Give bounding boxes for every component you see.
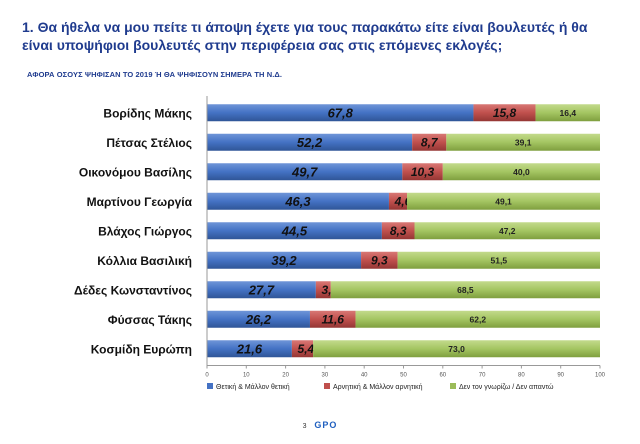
legend-swatch-unknown bbox=[450, 383, 456, 389]
legend-swatch-negative bbox=[324, 383, 330, 389]
data-label-unknown: 73,0 bbox=[448, 344, 465, 354]
bar-negative bbox=[361, 251, 398, 269]
bar-positive bbox=[207, 192, 389, 210]
data-label-unknown: 47,2 bbox=[499, 226, 516, 236]
category-label: Κοσμίδη Ευρώπη bbox=[91, 342, 192, 356]
bar-positive bbox=[207, 340, 292, 358]
data-label-positive: 52,2 bbox=[297, 135, 323, 150]
data-label-positive: 26,2 bbox=[245, 312, 272, 327]
bar-negative bbox=[315, 281, 331, 299]
category-label: Βορίδης Μάκης bbox=[103, 106, 192, 120]
stacked-bar-chart: Βορίδης Μάκης Πέτσας Στέλιος Οικονόμου Βασ… bbox=[74, 96, 606, 391]
data-label-unknown: 51,5 bbox=[491, 255, 508, 265]
bar-unknown bbox=[535, 104, 600, 122]
data-label-positive: 27,7 bbox=[248, 282, 275, 297]
data-label-unknown: 16,4 bbox=[560, 108, 577, 118]
data-label-negative: 11,6 bbox=[322, 313, 345, 327]
data-label-negative: 9,3 bbox=[371, 254, 388, 268]
data-label-negative: 8,3 bbox=[390, 224, 407, 238]
x-tick-label: 20 bbox=[282, 373, 289, 379]
category-label: Κόλλια Βασιλική bbox=[97, 254, 192, 268]
page-number: 3 bbox=[302, 423, 307, 430]
x-tick-label: 0 bbox=[205, 373, 209, 379]
bar-negative bbox=[309, 310, 356, 328]
category-label: Βλάχος Γιώργος bbox=[98, 224, 192, 238]
bar-positive bbox=[207, 251, 362, 269]
data-label-unknown: 49,1 bbox=[495, 196, 512, 206]
category-label: Οικονόμου Βασίλης bbox=[79, 165, 192, 179]
bar-positive bbox=[207, 310, 310, 328]
gpo-logo: GPO bbox=[314, 420, 338, 430]
data-label-positive: 46,3 bbox=[284, 194, 311, 209]
x-tick-label: 70 bbox=[479, 373, 486, 379]
x-tick-label: 40 bbox=[361, 373, 368, 379]
bar-unknown bbox=[442, 163, 600, 181]
legend-label-positive: Θετική & Μάλλον θετική bbox=[216, 383, 290, 391]
data-label-positive: 21,6 bbox=[236, 341, 263, 356]
bar-negative bbox=[412, 133, 447, 151]
data-label-positive: 44,5 bbox=[281, 223, 308, 238]
legend-label-unknown: Δεν τον γνωρίζω / Δεν απαντώ bbox=[459, 383, 554, 391]
data-label-negative: 15,8 bbox=[493, 106, 517, 120]
chart-subtitle: ΑΦΟΡΑ ΟΣΟΥΣ ΨΗΦΙΣΑΝ ΤΟ 2019 Ή ΘΑ ΨΗΦΙΣΟΥ… bbox=[27, 70, 283, 79]
data-label-unknown: 68,5 bbox=[457, 285, 474, 295]
bar-positive bbox=[207, 163, 403, 181]
category-label: Μαρτίνου Γεωργία bbox=[87, 195, 193, 209]
bar-negative bbox=[473, 104, 536, 122]
data-label-negative: 10,3 bbox=[411, 165, 435, 179]
category-label: Φύσσας Τάκης bbox=[108, 313, 192, 327]
x-tick-label: 30 bbox=[322, 373, 329, 379]
data-label-unknown: 40,0 bbox=[513, 167, 530, 177]
bar-unknown bbox=[407, 192, 600, 210]
bar-unknown bbox=[414, 222, 600, 240]
bar-unknown bbox=[330, 281, 600, 299]
bar-negative bbox=[388, 192, 408, 210]
x-tick-label: 100 bbox=[595, 373, 606, 379]
data-label-positive: 67,8 bbox=[328, 105, 354, 120]
data-label-unknown: 62,2 bbox=[470, 314, 487, 324]
bar-positive bbox=[207, 133, 413, 151]
data-label-negative: 5,4 bbox=[298, 342, 315, 356]
bar-negative bbox=[381, 222, 415, 240]
x-tick-label: 10 bbox=[243, 373, 250, 379]
bar-unknown bbox=[355, 310, 600, 328]
x-tick-label: 90 bbox=[557, 373, 564, 379]
bar-positive bbox=[207, 281, 316, 299]
data-label-unknown: 39,1 bbox=[515, 137, 532, 147]
bar-unknown bbox=[397, 251, 600, 269]
category-label: Πέτσας Στέλιος bbox=[106, 136, 192, 150]
x-tick-label: 60 bbox=[439, 373, 446, 379]
category-label: Δέδες Κωνσταντίνος bbox=[74, 283, 192, 297]
data-label-negative: 8,7 bbox=[421, 136, 439, 150]
chart-title: 1. Θα ήθελα να μου πείτε τι άποψη έχετε … bbox=[22, 19, 588, 53]
bar-negative bbox=[402, 163, 443, 181]
bar-unknown bbox=[313, 340, 600, 358]
legend-label-negative: Αρνητική & Μάλλον αρνητική bbox=[333, 383, 423, 391]
data-label-positive: 49,7 bbox=[291, 164, 318, 179]
bar-unknown bbox=[446, 133, 600, 151]
bar-negative bbox=[291, 340, 314, 358]
legend-swatch-positive bbox=[207, 383, 213, 389]
bar-positive bbox=[207, 104, 474, 122]
x-tick-label: 50 bbox=[400, 373, 407, 379]
data-label-positive: 39,2 bbox=[271, 253, 297, 268]
footer: 3 GPO bbox=[0, 420, 640, 430]
bar-positive bbox=[207, 222, 382, 240]
x-tick-label: 80 bbox=[518, 373, 525, 379]
